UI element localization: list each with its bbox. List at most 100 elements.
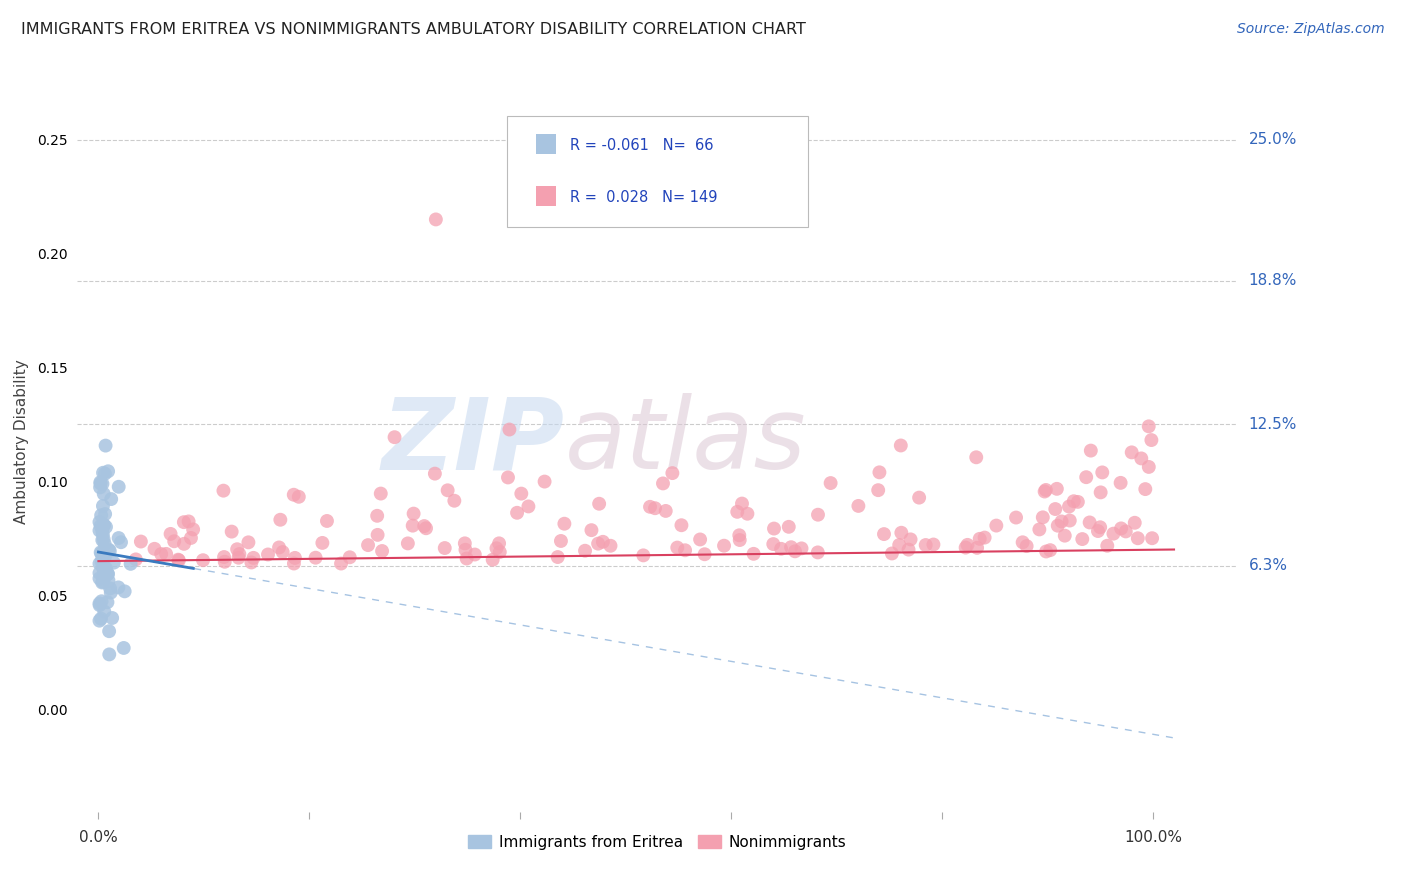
- Point: [91, 466, 114, 480]
- Point: [1121, 445, 1143, 459]
- Point: [778, 520, 800, 534]
- Point: [114, 584, 136, 599]
- Point: [644, 501, 666, 516]
- Legend: Immigrants from Eritrea, Nonimmigrants: Immigrants from Eritrea, Nonimmigrants: [463, 829, 852, 856]
- Point: [90, 508, 112, 523]
- Point: [464, 548, 486, 562]
- Point: [454, 542, 477, 557]
- Point: [506, 506, 529, 520]
- Point: [371, 544, 394, 558]
- Point: [956, 538, 979, 552]
- Point: [922, 537, 945, 551]
- Point: [221, 524, 243, 539]
- Point: [1090, 485, 1112, 500]
- Point: [384, 430, 406, 444]
- Point: [366, 508, 388, 523]
- Point: [1046, 518, 1069, 533]
- Text: 100.0%: 100.0%: [1123, 830, 1182, 845]
- Point: [737, 507, 759, 521]
- Point: [339, 550, 361, 565]
- Point: [900, 533, 922, 547]
- Point: [173, 537, 195, 551]
- Point: [267, 541, 290, 555]
- Point: [177, 515, 200, 529]
- Point: [283, 557, 305, 571]
- Text: Source: ZipAtlas.com: Source: ZipAtlas.com: [1237, 22, 1385, 37]
- Point: [969, 532, 991, 546]
- Point: [93, 533, 115, 547]
- Point: [91, 575, 114, 590]
- Point: [89, 557, 111, 571]
- Point: [517, 500, 540, 514]
- Point: [550, 533, 572, 548]
- Point: [89, 566, 111, 580]
- Point: [1097, 539, 1119, 553]
- Point: [97, 566, 120, 581]
- Point: [485, 541, 508, 556]
- Point: [1078, 516, 1101, 530]
- Point: [91, 570, 114, 584]
- FancyBboxPatch shape: [506, 116, 808, 227]
- Point: [288, 490, 311, 504]
- Point: [100, 491, 122, 506]
- Point: [226, 542, 249, 557]
- Point: [93, 562, 115, 576]
- Text: 6.3%: 6.3%: [1249, 558, 1288, 574]
- Point: [433, 541, 456, 555]
- Point: [890, 438, 912, 452]
- Point: [402, 518, 425, 533]
- Point: [456, 551, 478, 566]
- Text: IMMIGRANTS FROM ERITREA VS NONIMMIGRANTS AMBULATORY DISABILITY CORRELATION CHART: IMMIGRANTS FROM ERITREA VS NONIMMIGRANTS…: [21, 22, 806, 37]
- Point: [98, 648, 121, 662]
- Point: [316, 514, 339, 528]
- Point: [510, 486, 533, 500]
- Point: [94, 520, 117, 534]
- Point: [671, 518, 693, 533]
- Point: [1140, 531, 1163, 545]
- Point: [1059, 514, 1081, 528]
- Point: [143, 541, 166, 556]
- Point: [1015, 539, 1038, 553]
- Point: [93, 550, 115, 565]
- Point: [713, 539, 735, 553]
- Point: [1071, 532, 1094, 546]
- Point: [973, 531, 995, 545]
- Point: [654, 504, 676, 518]
- Point: [89, 480, 111, 494]
- Point: [783, 544, 806, 558]
- Point: [498, 423, 520, 437]
- Point: [413, 519, 436, 533]
- Point: [890, 525, 912, 540]
- Point: [880, 546, 903, 560]
- Point: [90, 545, 112, 559]
- Point: [693, 547, 716, 561]
- Point: [214, 555, 236, 569]
- Point: [311, 536, 333, 550]
- Point: [97, 566, 120, 581]
- Point: [955, 541, 977, 555]
- Text: 0.0%: 0.0%: [79, 830, 118, 845]
- Point: [90, 594, 112, 608]
- Point: [96, 595, 118, 609]
- Point: [820, 476, 842, 491]
- Point: [97, 542, 120, 557]
- Point: [180, 531, 202, 545]
- Point: [1032, 510, 1054, 524]
- Point: [159, 527, 181, 541]
- Point: [91, 499, 114, 513]
- Point: [89, 597, 111, 611]
- Point: [780, 540, 803, 554]
- Point: [396, 536, 419, 550]
- Point: [496, 470, 519, 484]
- FancyBboxPatch shape: [536, 186, 557, 206]
- Point: [742, 547, 765, 561]
- Point: [125, 552, 148, 566]
- Point: [1067, 495, 1090, 509]
- Point: [240, 556, 263, 570]
- Point: [93, 569, 115, 583]
- Point: [807, 545, 830, 559]
- Point: [91, 476, 114, 491]
- Point: [1137, 419, 1160, 434]
- Point: [965, 450, 987, 465]
- Point: [1091, 466, 1114, 480]
